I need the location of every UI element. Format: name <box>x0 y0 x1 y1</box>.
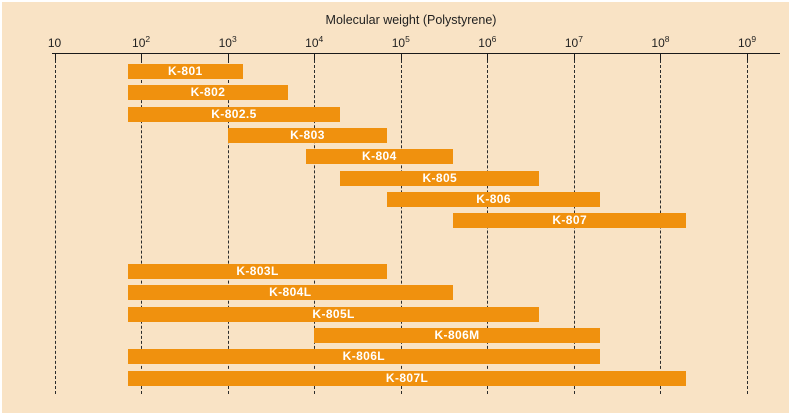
range-bar-k-806: K-806 <box>387 191 600 207</box>
x-tick-label: 108 <box>651 34 670 50</box>
range-bar-label: K-802.5 <box>211 106 257 121</box>
range-bar-k-803: K-803 <box>227 127 388 143</box>
x-tick-mark <box>573 54 575 60</box>
x-axis-line <box>52 53 780 54</box>
x-tick-mark <box>487 54 489 60</box>
range-bar-k-807l: K-807L <box>127 370 687 386</box>
range-bar-k-806m: K-806M <box>314 327 600 343</box>
range-bar-label: K-805L <box>312 306 355 321</box>
x-tick-mark <box>400 54 402 60</box>
range-bar-label: K-806 <box>476 191 511 206</box>
range-bar-label: K-803 <box>290 127 325 142</box>
range-bar-label: K-805 <box>422 170 458 185</box>
x-tick-mark <box>227 54 229 60</box>
x-tick-mark <box>54 54 56 60</box>
gridline <box>400 60 402 394</box>
gridline <box>227 60 229 394</box>
x-tick-label: 105 <box>391 34 410 50</box>
range-bar-label: K-802 <box>190 85 226 100</box>
range-bar-k-804: K-804 <box>305 149 453 165</box>
gridline <box>314 60 316 394</box>
range-bar-k-802: K-802 <box>127 85 289 101</box>
range-bar-k-803l: K-803L <box>127 264 388 279</box>
x-tick-mark <box>314 54 316 60</box>
range-bar-label: K-807 <box>552 213 588 228</box>
range-bar-label: K-807L <box>385 370 429 385</box>
x-tick-label: 107 <box>564 34 583 50</box>
range-bar-k-801: K-801 <box>127 64 243 79</box>
gridline <box>141 60 143 394</box>
x-tick-mark <box>747 54 748 60</box>
range-bar-k-805l: K-805L <box>127 306 540 322</box>
x-tick-mark <box>660 54 662 60</box>
x-tick-label: 103 <box>218 34 237 50</box>
range-bar-label: K-801 <box>167 64 203 78</box>
range-bar-k-804l: K-804L <box>127 285 453 301</box>
range-bar-label: K-804 <box>362 149 397 164</box>
range-bar-k-805: K-805 <box>340 170 540 186</box>
range-bar-label: K-804L <box>269 285 312 300</box>
range-bar-label: K-806L <box>342 349 386 364</box>
x-tick-mark <box>141 54 143 60</box>
chart-title: Molecular weight (Polystyrene) <box>325 13 497 27</box>
x-tick-label: 10 <box>47 36 62 50</box>
x-tick-label: 102 <box>132 34 151 50</box>
range-bar-k-807: K-807 <box>452 213 687 229</box>
range-bar-k-802-5: K-802.5 <box>127 106 341 122</box>
range-bar-label: K-806M <box>434 327 480 342</box>
x-tick-label: 104 <box>305 34 324 50</box>
x-tick-label: 109 <box>737 34 757 50</box>
gridline <box>54 60 56 394</box>
range-bar-k-806l: K-806L <box>127 349 600 365</box>
gridline <box>747 60 748 394</box>
x-tick-label: 106 <box>478 34 497 50</box>
range-bar-label: K-803L <box>236 264 279 278</box>
